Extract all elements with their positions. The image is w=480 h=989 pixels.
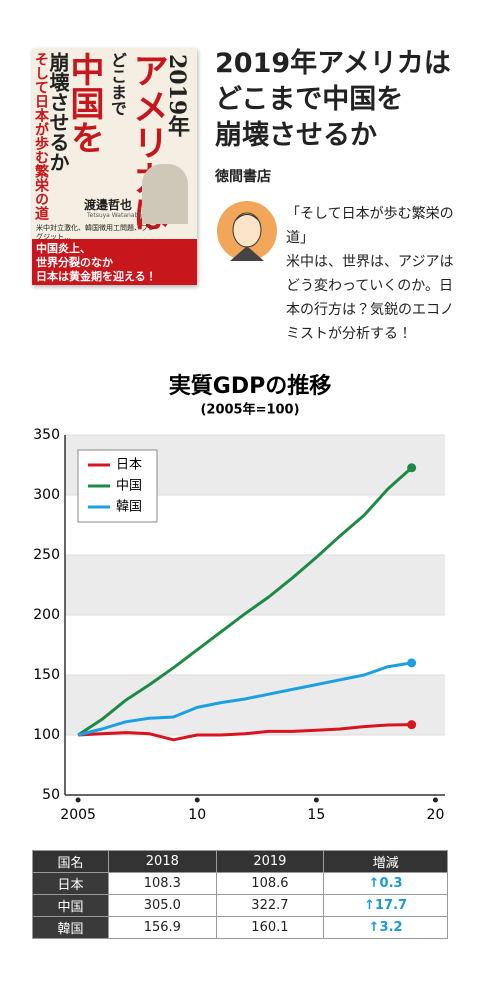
table-header: 国名 2018 2019 増減	[31, 850, 448, 873]
title-line: どこまで中国を	[215, 84, 404, 115]
y-tick-label: 100	[33, 727, 60, 743]
table-cell: 108.6	[215, 872, 325, 895]
y-tick-label: 300	[33, 487, 60, 503]
book-title: どこまで	[108, 52, 127, 116]
table-cell: 156.9	[108, 916, 217, 939]
header-cell: 2019	[215, 850, 325, 873]
avatar-suit	[230, 246, 264, 261]
quote-line: 「そして日本が歩む繁栄の道」	[286, 206, 454, 246]
x-tick-label: 15	[307, 807, 325, 823]
table-cell: 322.7	[215, 894, 325, 917]
x-tick-label: 20	[427, 807, 445, 823]
x-tick-mark	[313, 797, 319, 803]
table-row: 日本 108.3 108.6 ↑0.3	[31, 872, 448, 895]
table-cell: 108.3	[108, 872, 217, 895]
table-cell: ↑3.2	[323, 916, 448, 939]
y-tick-label: 350	[33, 427, 60, 443]
band-line: 日本は黄金期を迎える！	[36, 270, 157, 283]
book-author: 渡邉哲也	[84, 198, 133, 212]
y-tick-label: 50	[42, 787, 60, 803]
header-cell: 国名	[31, 850, 110, 873]
end-point	[407, 720, 417, 730]
legend-label: 韓国	[116, 500, 142, 515]
x-tick-mark	[75, 797, 81, 803]
y-tick-label: 200	[33, 607, 60, 623]
header-cell: 増減	[323, 850, 448, 873]
book-author-en: Tetsuya Watanabe	[87, 212, 142, 219]
book-title: 中国を	[64, 52, 104, 154]
quote-line: 米中は、世界は、アジアはどう変わっていくのか。日本の行方は？気鋭のエコノミストが…	[286, 254, 454, 342]
book-title: 崩壊させるか	[46, 52, 70, 172]
table-row: 韓国 156.9 160.1 ↑3.2	[31, 916, 448, 939]
x-tick-label: 10	[188, 807, 206, 823]
y-tick-label: 150	[33, 667, 60, 683]
table-body: 国名 2018 2019 増減 日本 108.3 108.6 ↑0.3 中国 305.0 322.7…	[31, 850, 448, 939]
table-cell: 中国	[31, 894, 110, 917]
page-title: 2019年アメリカは どこまで中国を 崩壊させるか	[215, 46, 451, 154]
table-cell: 305.0	[108, 894, 217, 917]
book-subtitle: そして日本が歩む繁栄の道	[33, 52, 49, 220]
table-cell: ↑0.3	[323, 872, 448, 895]
avatar-hair	[233, 214, 261, 224]
x-tick-label: 2005	[60, 807, 96, 823]
book-cover: 2019年 アメリカは どこまで 中国を 崩壊させるか そして日本が歩む繁栄の道…	[32, 48, 197, 285]
book-band: 中国炎上、 世界分裂のなか 日本は黄金期を迎える！	[32, 239, 197, 285]
header-cell: 2018	[108, 850, 217, 873]
author-photo	[142, 164, 188, 224]
band-line: 世界分裂のなか	[36, 256, 113, 269]
x-tick-mark	[432, 797, 438, 803]
avatar	[217, 201, 277, 261]
publisher: 徳間書店	[215, 169, 271, 185]
book-points: 米中対立激化、韓国徴用工問題、ブレグジット…	[36, 224, 155, 241]
end-point	[407, 463, 417, 473]
data-table: 国名 2018 2019 増減 日本 108.3 108.6 ↑0.3 中国 305.0 322.7…	[31, 850, 448, 939]
chart-title: 実質GDPの推移	[169, 373, 331, 399]
table-cell: 日本	[31, 872, 110, 895]
table-row: 中国 305.0 322.7 ↑17.7	[31, 894, 448, 917]
chart-subtitle: (2005年=100)	[200, 402, 299, 418]
chart: 実質GDPの推移 (2005年=100) 50 100 150 200 250 300 35…	[33, 373, 445, 823]
legend-label: 日本	[116, 458, 142, 473]
series-line	[78, 723, 412, 742]
end-point	[407, 658, 417, 668]
table-cell: 韓国	[31, 916, 110, 939]
quote: 「そして日本が歩む繁栄の道」 米中は、世界は、アジアはどう変わっていくのか。日本…	[286, 202, 466, 346]
band-line: 中国炎上、	[36, 242, 91, 255]
x-tick-mark	[194, 797, 200, 803]
series-line	[77, 661, 412, 737]
legend-label: 中国	[116, 479, 142, 494]
series-line	[77, 466, 413, 737]
book-year: 2019年	[164, 54, 190, 138]
title-line: 崩壊させるか	[215, 120, 377, 151]
title-line: 2019年アメリカは	[215, 48, 451, 79]
table-cell: 160.1	[215, 916, 325, 939]
table-cell: ↑17.7	[323, 894, 448, 917]
y-tick-label: 250	[33, 547, 60, 563]
